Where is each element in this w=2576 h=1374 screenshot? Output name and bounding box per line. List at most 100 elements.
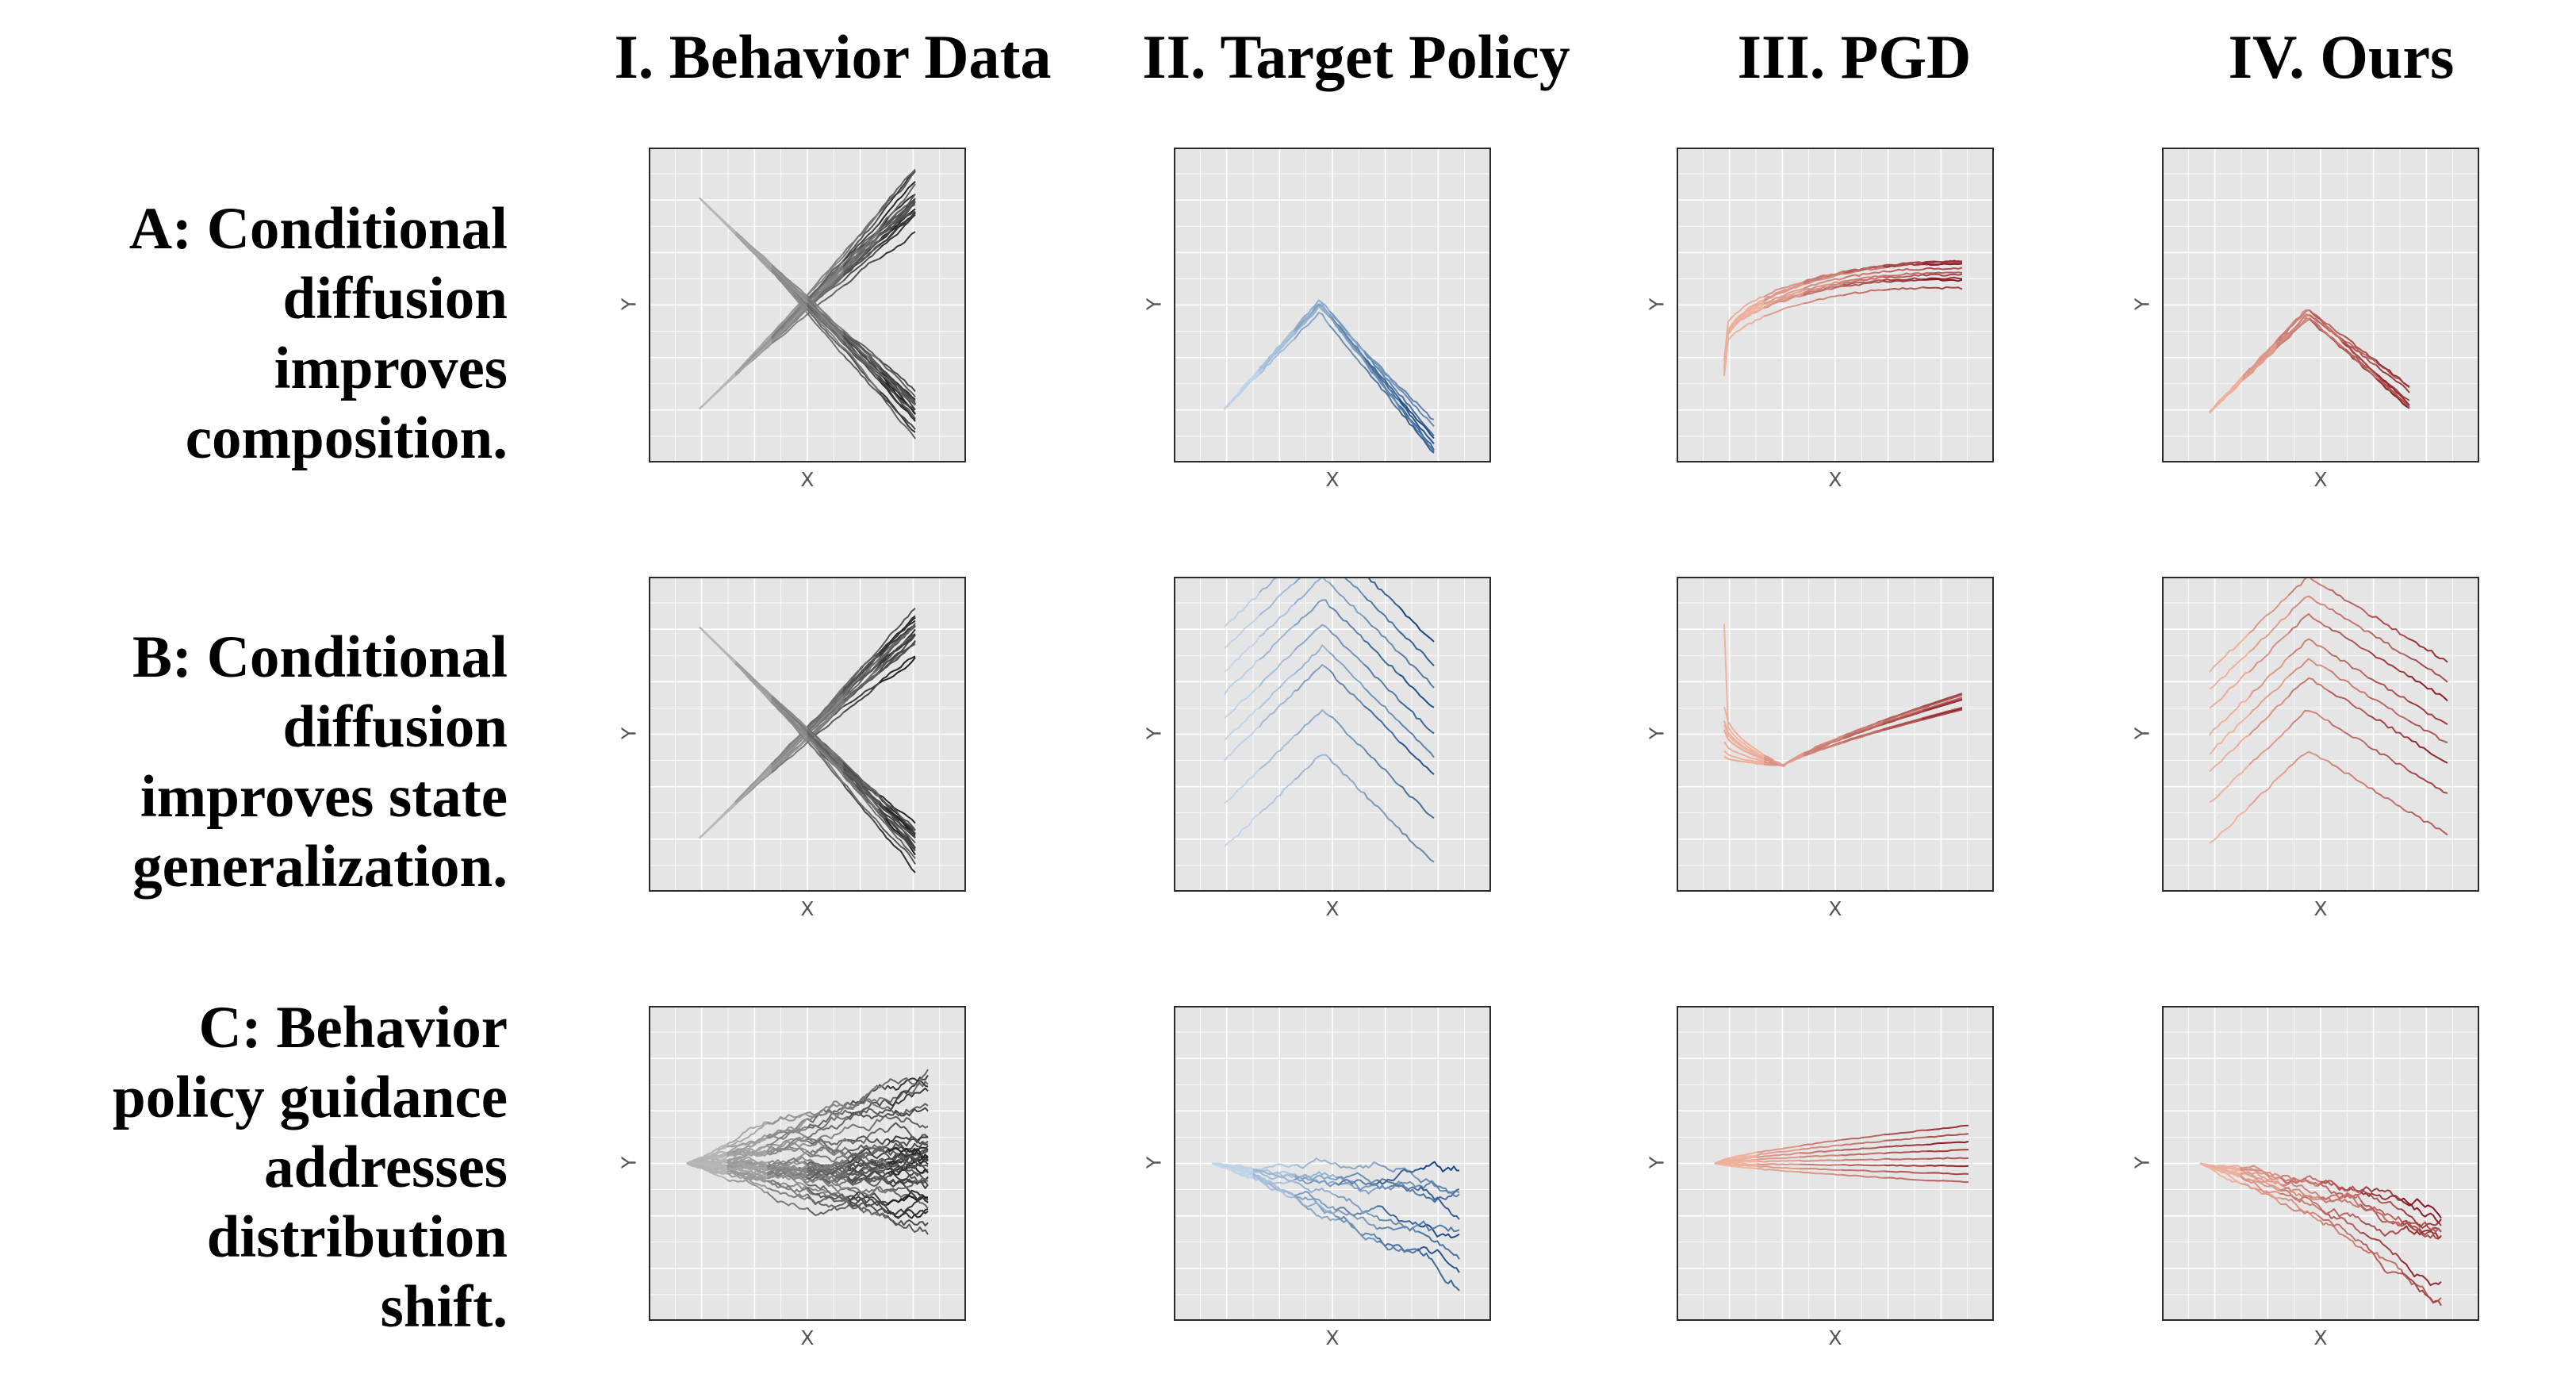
series-line	[1398, 389, 1435, 427]
series-line	[1398, 827, 1435, 863]
x-axis-label: X	[800, 468, 815, 491]
series-line	[2359, 1199, 2402, 1227]
series-line	[2288, 750, 2329, 768]
series-line	[766, 1163, 808, 1173]
series-line	[1398, 785, 1435, 819]
x-axis-label: X	[1325, 468, 1340, 491]
series-line	[1398, 406, 1435, 452]
series-line	[767, 1180, 808, 1200]
series-line	[879, 624, 916, 656]
series-line	[807, 309, 844, 350]
series-line	[771, 742, 808, 773]
series-line	[2309, 314, 2344, 340]
series-line	[1926, 1157, 1969, 1160]
series-line	[2407, 700, 2448, 726]
series-line	[2360, 1231, 2402, 1261]
series-line	[2360, 1219, 2402, 1237]
series-line	[2328, 589, 2369, 616]
series-line	[771, 267, 808, 303]
series-line	[807, 1102, 849, 1121]
series-line	[842, 342, 880, 378]
series-line	[807, 301, 845, 340]
series-line	[2375, 377, 2410, 409]
series-line	[807, 252, 845, 296]
series-line	[686, 1162, 728, 1171]
series-line	[879, 378, 916, 420]
series-line	[1363, 748, 1400, 786]
row-label-a-line-4: composition.	[185, 405, 508, 471]
series-line	[2209, 671, 2250, 709]
series-line	[2320, 1193, 2362, 1207]
chart-plot-area	[1677, 148, 1994, 462]
series-line	[846, 1149, 888, 1166]
series-line	[807, 1187, 849, 1200]
series-line	[1882, 719, 1923, 731]
series-line	[734, 662, 772, 700]
series-line	[807, 1101, 849, 1129]
series-line	[1363, 359, 1400, 409]
series-line	[807, 263, 845, 302]
series-line	[879, 624, 916, 662]
series-line	[2328, 626, 2369, 652]
series-line	[2367, 714, 2409, 739]
series-line	[842, 648, 880, 688]
column-title-ours: IV. Ours	[2228, 22, 2455, 91]
row-label-b-line-4: generalization.	[132, 834, 508, 900]
series-line	[2275, 317, 2310, 348]
series-line	[2407, 719, 2448, 744]
series-line	[1211, 1162, 1254, 1179]
series-line	[1259, 582, 1295, 616]
series-line	[1335, 1205, 1378, 1216]
series-line	[878, 795, 916, 831]
series-line	[1882, 272, 1923, 277]
series-line	[1398, 393, 1435, 437]
series-line	[1294, 1157, 1336, 1169]
series-line	[1922, 708, 1963, 721]
series-line	[807, 1168, 849, 1180]
series-line	[1294, 664, 1330, 692]
series-line	[1757, 1159, 1800, 1163]
series-line	[2279, 1197, 2321, 1222]
row-label-b-line-1: B: Conditional	[132, 624, 508, 690]
series-line	[1803, 273, 1844, 286]
series-line	[1926, 1165, 1969, 1168]
series-line	[807, 1184, 849, 1201]
series-line	[1723, 750, 1765, 764]
series-line	[2280, 1189, 2321, 1211]
series-line	[766, 1179, 808, 1193]
series-line	[2209, 697, 2250, 736]
series-line	[887, 1215, 929, 1235]
series-line	[887, 1153, 929, 1169]
series-line	[1259, 624, 1295, 661]
series-line	[1882, 708, 1923, 724]
column-title-behavior-data: I. Behavior Data	[614, 22, 1052, 91]
series-line	[1723, 315, 1765, 377]
series-line	[1884, 1170, 1926, 1174]
series-line	[2328, 651, 2369, 679]
series-line	[807, 1100, 849, 1116]
series-line	[1376, 1225, 1419, 1233]
column-title-pgd: III. PGD	[1737, 22, 1972, 91]
chart-plot-area	[2162, 1006, 2479, 1321]
series-line	[847, 1176, 888, 1185]
series-line	[766, 1192, 808, 1211]
series-group	[686, 1069, 929, 1235]
series-line	[2367, 650, 2409, 677]
series-line	[1763, 282, 1804, 301]
series-line	[770, 732, 808, 770]
series-line	[847, 1146, 888, 1167]
series-line	[2367, 696, 2409, 721]
series-line	[1922, 271, 1963, 275]
series-line	[1252, 1176, 1295, 1184]
series-line	[878, 808, 916, 852]
series-line	[2400, 1208, 2442, 1229]
series-line	[1922, 697, 1963, 711]
series-line	[2342, 339, 2377, 366]
series-line	[767, 1172, 808, 1184]
y-axis-label: Y	[2130, 297, 2154, 311]
series-line	[887, 1135, 929, 1142]
series-line	[1294, 1191, 1336, 1211]
series-line	[842, 775, 880, 818]
